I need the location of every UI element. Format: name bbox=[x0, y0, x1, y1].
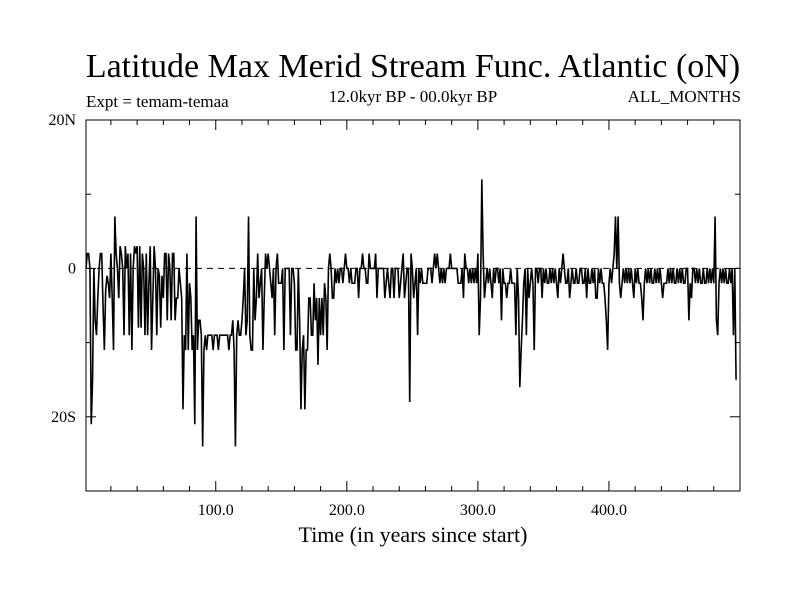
time-range-label: 12.0kyr BP - 00.0kyr BP bbox=[329, 87, 497, 106]
x-tick-label: 400.0 bbox=[591, 502, 627, 519]
x-axis-label: Time (in years since start) bbox=[299, 522, 528, 547]
chart-title: Latitude Max Merid Stream Func. Atlantic… bbox=[86, 48, 740, 85]
x-tick-label: 100.0 bbox=[198, 502, 234, 519]
y-tick-label: 20S bbox=[51, 409, 76, 426]
x-tick-label: 300.0 bbox=[460, 502, 496, 519]
plot-frame bbox=[85, 119, 741, 492]
data-series-line bbox=[85, 179, 737, 447]
months-label: ALL_MONTHS bbox=[628, 87, 741, 106]
y-tick-label: 20N bbox=[48, 112, 76, 129]
x-tick-label: 200.0 bbox=[329, 502, 365, 519]
x-axis: 100.0 200.0 300.0 400.0 bbox=[110, 120, 715, 519]
y-axis: 20N 0 20S bbox=[48, 112, 740, 492]
y-tick-label: 0 bbox=[68, 260, 76, 277]
experiment-label: Expt = temam-temaa bbox=[86, 92, 229, 111]
